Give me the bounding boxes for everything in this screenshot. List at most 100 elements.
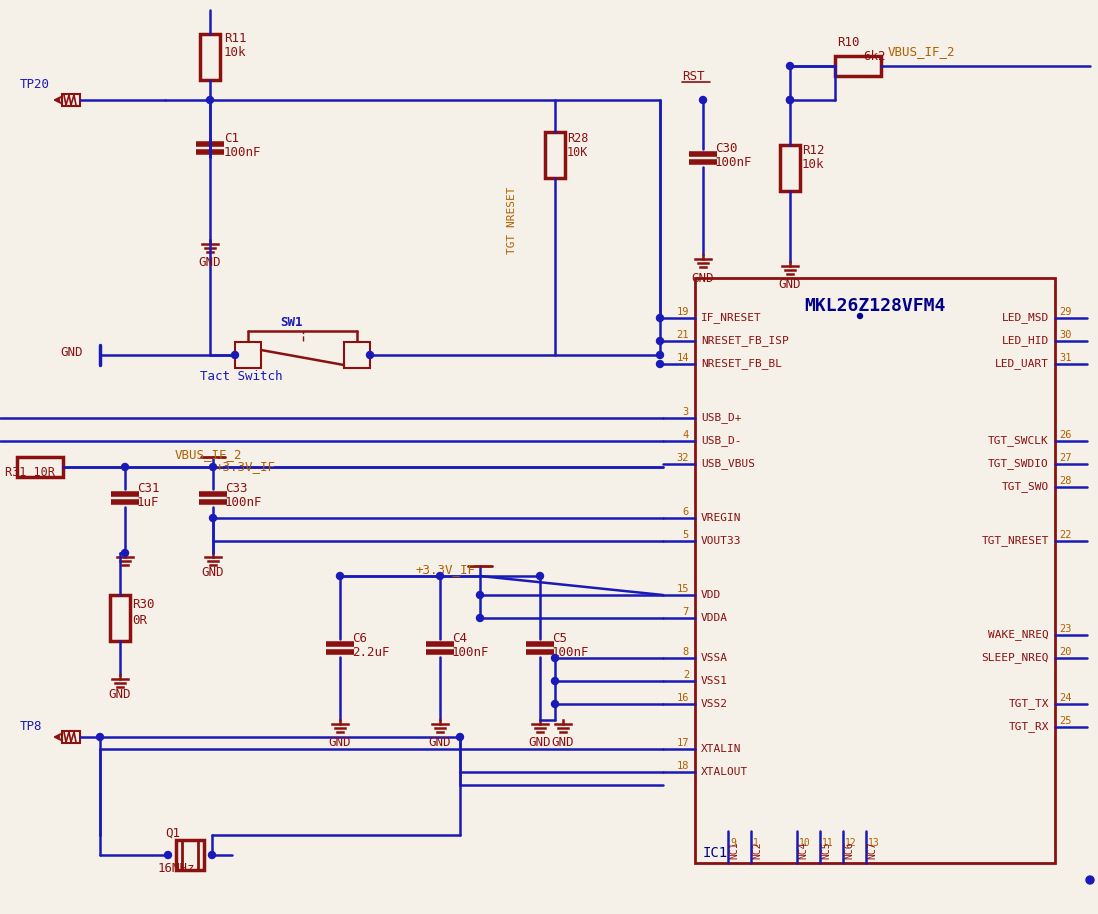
Text: 1uF: 1uF (137, 496, 159, 509)
Text: GND: GND (60, 345, 82, 358)
Text: SW1: SW1 (280, 315, 303, 328)
Bar (235, 342, 261, 368)
Text: TGT_NRESET: TGT_NRESET (982, 536, 1049, 547)
Circle shape (1086, 876, 1094, 884)
Text: 16: 16 (676, 693, 690, 703)
Text: NC6: NC6 (844, 842, 854, 859)
Text: 100nF: 100nF (452, 645, 490, 658)
Text: 24: 24 (1058, 693, 1072, 703)
Text: 21: 21 (676, 330, 690, 340)
Text: TP8: TP8 (20, 720, 43, 734)
Bar (780, 145, 800, 191)
Text: VDD: VDD (701, 590, 721, 600)
Circle shape (477, 614, 483, 622)
Text: C1: C1 (224, 132, 239, 144)
Text: LED_UART: LED_UART (995, 358, 1049, 369)
Text: 6: 6 (683, 507, 690, 517)
Text: RST: RST (682, 70, 705, 83)
Text: TGT NRESET: TGT NRESET (507, 186, 517, 254)
Text: VSS2: VSS2 (701, 699, 728, 709)
Text: C31: C31 (137, 482, 159, 494)
Text: 100nF: 100nF (225, 496, 262, 509)
Text: 25: 25 (1058, 716, 1072, 726)
Text: XTALIN: XTALIN (701, 744, 741, 754)
Text: TGT_RX: TGT_RX (1008, 721, 1049, 732)
Bar (61, 94, 80, 106)
Bar (16, 457, 63, 477)
Text: 14: 14 (676, 353, 690, 363)
Bar (545, 132, 565, 178)
Text: 20: 20 (1058, 647, 1072, 657)
Text: 27: 27 (1058, 453, 1072, 463)
Text: VBUS_IF_2: VBUS_IF_2 (175, 449, 243, 462)
Circle shape (657, 337, 663, 345)
Text: USB_D+: USB_D+ (701, 412, 741, 423)
Text: NRESET_FB_ISP: NRESET_FB_ISP (701, 335, 788, 346)
Text: NC5: NC5 (821, 842, 831, 859)
Text: 4: 4 (683, 430, 690, 440)
Circle shape (122, 549, 128, 557)
Text: LED_MSD: LED_MSD (1001, 313, 1049, 324)
Text: 23: 23 (1058, 624, 1072, 634)
Text: 10k: 10k (224, 46, 246, 58)
Text: 2: 2 (683, 670, 690, 680)
Text: 31: 31 (1058, 353, 1072, 363)
Text: 30: 30 (1058, 330, 1072, 340)
Text: R10: R10 (837, 37, 860, 49)
Text: 12: 12 (845, 838, 856, 848)
Text: 1: 1 (753, 838, 759, 848)
Circle shape (786, 97, 794, 103)
Circle shape (551, 677, 559, 685)
Circle shape (165, 852, 171, 858)
Circle shape (537, 572, 544, 579)
Text: 0R: 0R (132, 613, 147, 626)
Text: VBUS_IF_2: VBUS_IF_2 (888, 46, 955, 58)
Text: NRESET_FB_BL: NRESET_FB_BL (701, 358, 782, 369)
Text: USB_D-: USB_D- (701, 436, 741, 446)
Text: LED_HID: LED_HID (1001, 335, 1049, 346)
Text: GND: GND (552, 736, 574, 749)
Text: XTALOUT: XTALOUT (701, 767, 748, 777)
Text: Q1: Q1 (165, 826, 180, 839)
Text: GND: GND (202, 567, 224, 579)
Circle shape (232, 352, 238, 358)
Text: +3.3V_IF: +3.3V_IF (415, 564, 475, 577)
Circle shape (657, 360, 663, 367)
Text: WAKE_NREQ: WAKE_NREQ (988, 630, 1049, 641)
Text: VDDA: VDDA (701, 613, 728, 623)
Text: 13: 13 (869, 838, 879, 848)
Text: R30: R30 (132, 599, 155, 611)
Text: 6k2: 6k2 (863, 50, 885, 63)
Text: VOUT33: VOUT33 (701, 536, 741, 546)
Text: C6: C6 (352, 632, 367, 644)
Bar (834, 56, 881, 76)
Text: VSSA: VSSA (701, 653, 728, 663)
Text: C4: C4 (452, 632, 467, 644)
Text: R11: R11 (224, 31, 246, 45)
Text: 10: 10 (799, 838, 810, 848)
Text: GND: GND (328, 736, 351, 749)
Circle shape (209, 852, 215, 858)
Text: 17: 17 (676, 738, 690, 748)
Text: C30: C30 (715, 142, 738, 154)
Text: 100nF: 100nF (552, 645, 590, 658)
Circle shape (457, 734, 463, 740)
Text: GND: GND (109, 688, 132, 702)
Text: 100nF: 100nF (715, 156, 752, 169)
Circle shape (210, 515, 216, 522)
Text: 29: 29 (1058, 307, 1072, 317)
Text: GND: GND (428, 736, 451, 749)
Bar (695, 278, 1055, 863)
Circle shape (551, 654, 559, 662)
Text: GND: GND (199, 257, 222, 270)
Circle shape (336, 572, 344, 579)
Circle shape (97, 734, 103, 740)
Text: R31 10R: R31 10R (5, 465, 55, 479)
Circle shape (786, 62, 794, 69)
Bar (176, 840, 204, 870)
Circle shape (786, 97, 794, 103)
Text: 8: 8 (683, 647, 690, 657)
Text: NC2: NC2 (752, 842, 762, 859)
Text: GND: GND (778, 279, 802, 292)
Text: NC4: NC4 (798, 842, 808, 859)
